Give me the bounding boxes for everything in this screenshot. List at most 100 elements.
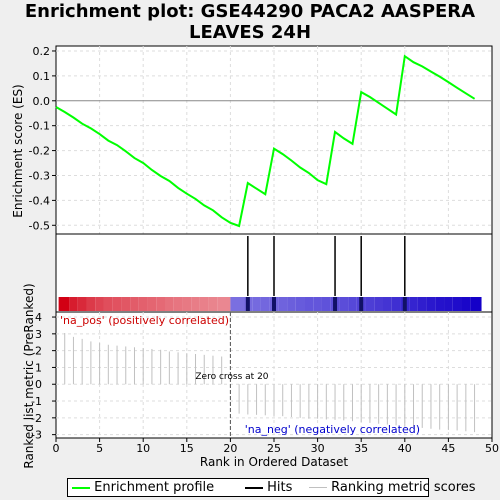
x-tick-label: 30 bbox=[311, 442, 325, 455]
strip-cell bbox=[208, 297, 218, 311]
strip-cell bbox=[278, 297, 288, 311]
zero-cross-annotation: Zero cross at 20 bbox=[195, 372, 268, 382]
enrichment-profile-swatch bbox=[72, 486, 90, 489]
strip-cell bbox=[230, 297, 244, 311]
x-axis-label: Rank in Ordered Dataset bbox=[200, 455, 348, 469]
strip-cell bbox=[217, 297, 231, 311]
es-panel: 0.2 0.1 0.0 -0.1 -0.2 -0.3 -0.4 -0.5 Enrichment… bbox=[11, 45, 493, 235]
legend-item-enrichment-profile: Enrichment profile bbox=[72, 479, 214, 496]
x-axis: 0 5 10 15 20 25 30 35 40 45 50 bbox=[53, 438, 499, 455]
legend-item-ranking-metric: Ranking metric scores bbox=[309, 479, 476, 496]
x-tick-label: 35 bbox=[354, 442, 368, 455]
strip-cell bbox=[287, 297, 296, 311]
strip-cell bbox=[173, 297, 183, 311]
es-y-tick-label: -0.5 bbox=[29, 219, 50, 232]
strip-cell bbox=[86, 297, 96, 311]
x-tick-label: 50 bbox=[485, 442, 499, 455]
strip-cell bbox=[191, 297, 200, 311]
ranking-y-tick-label: -3 bbox=[31, 429, 42, 442]
x-tick-label: 20 bbox=[223, 442, 237, 455]
ranked-list-color-strip bbox=[58, 297, 482, 311]
es-plot-area bbox=[55, 45, 493, 235]
x-tick-label: 0 bbox=[53, 442, 60, 455]
strip-cell bbox=[295, 297, 305, 311]
es-y-tick-label: -0.2 bbox=[29, 145, 50, 158]
legend: Enrichment profile Hits Ranking metric s… bbox=[67, 478, 476, 497]
strip-cell bbox=[374, 297, 383, 311]
strip-cell bbox=[391, 297, 401, 311]
strip-cell bbox=[426, 297, 436, 311]
es-y-axis: 0.2 0.1 0.0 -0.1 -0.2 -0.3 -0.4 -0.5 bbox=[29, 45, 56, 232]
strip-cell bbox=[452, 297, 462, 311]
ranking-y-tick-label: -2 bbox=[31, 412, 42, 425]
ranking-y-tick-label: -1 bbox=[31, 395, 42, 408]
strip-cell bbox=[461, 297, 471, 311]
x-tick-label: 40 bbox=[398, 442, 412, 455]
strip-cell bbox=[260, 297, 270, 311]
ranking-y-tick-label: 4 bbox=[35, 311, 42, 324]
ranking-y-tick-label: 3 bbox=[35, 328, 42, 341]
strip-cell bbox=[156, 297, 165, 311]
strip-cell bbox=[130, 297, 139, 311]
es-y-axis-label: Enrichment score (ES) bbox=[11, 84, 25, 217]
strip-cell bbox=[313, 297, 322, 311]
x-tick-label: 15 bbox=[180, 442, 194, 455]
strip-cell bbox=[321, 297, 331, 311]
ranking-metric-bars bbox=[64, 333, 476, 433]
negative-correlation-label: 'na_neg' (negatively correlated) bbox=[245, 423, 420, 436]
strip-cell bbox=[409, 297, 418, 311]
ranking-y-axis-label: Ranked list metric (PreRanked) bbox=[22, 283, 36, 468]
legend-label-enrichment-profile: Enrichment profile bbox=[94, 480, 215, 495]
ranking-panel: Zero cross at 20 'na_pos' (positively co… bbox=[22, 283, 499, 469]
strip-cell bbox=[165, 297, 174, 311]
positive-correlation-label: 'na_pos' (positively correlated) bbox=[60, 314, 229, 327]
hits-swatch bbox=[245, 486, 263, 489]
strip-cell bbox=[383, 297, 392, 311]
strip-cell bbox=[417, 297, 427, 311]
strip-cell bbox=[339, 297, 349, 311]
strip-cell bbox=[112, 297, 122, 311]
strip-cell bbox=[103, 297, 113, 311]
legend-label-hits: Hits bbox=[267, 480, 293, 495]
hits-panel bbox=[55, 233, 493, 313]
strip-cell bbox=[182, 297, 192, 311]
strip-cell bbox=[470, 297, 482, 311]
x-tick-label: 5 bbox=[96, 442, 103, 455]
strip-cell bbox=[147, 297, 157, 311]
hit-lines bbox=[247, 236, 406, 296]
strip-cell bbox=[58, 297, 70, 311]
strip-hit-mark bbox=[272, 297, 276, 311]
strip-cell bbox=[77, 297, 87, 311]
strip-cell bbox=[304, 297, 314, 311]
strip-hit-mark bbox=[245, 297, 250, 311]
ranking-y-axis: 4 3 2 1 0 -1 -2 -3 bbox=[31, 311, 56, 442]
strip-cell bbox=[252, 297, 261, 311]
strip-cell bbox=[348, 297, 357, 311]
ranking-y-tick-label: 0 bbox=[35, 378, 42, 391]
strip-cell bbox=[69, 297, 78, 311]
enrichment-profile-line bbox=[55, 54, 476, 228]
es-y-tick-label: -0.4 bbox=[29, 194, 50, 207]
strip-cell bbox=[95, 297, 104, 311]
x-tick-label: 45 bbox=[441, 442, 455, 455]
strip-cell bbox=[444, 297, 453, 311]
legend-label-ranking-metric: Ranking metric scores bbox=[331, 480, 476, 495]
ranking-metric-swatch bbox=[309, 487, 327, 488]
x-tick-label: 25 bbox=[267, 442, 281, 455]
strip-hit-mark bbox=[402, 297, 407, 311]
ranking-y-tick-label: 2 bbox=[35, 345, 42, 358]
es-y-tick-label: 0.2 bbox=[33, 45, 51, 58]
x-tick-label: 10 bbox=[136, 442, 150, 455]
strip-cell bbox=[365, 297, 375, 311]
strip-cell bbox=[199, 297, 209, 311]
ranking-y-tick-label: 1 bbox=[35, 361, 42, 374]
strip-cell bbox=[138, 297, 148, 311]
es-y-tick-label: 0.0 bbox=[33, 95, 51, 108]
strip-hit-mark bbox=[359, 297, 364, 311]
legend-item-hits: Hits bbox=[245, 479, 292, 496]
strip-hit-mark bbox=[333, 297, 338, 311]
strip-cell bbox=[435, 297, 445, 311]
es-y-tick-label: -0.1 bbox=[29, 120, 50, 133]
chart-title: Enrichment plot: GSE44290 PACA2 AASPERA … bbox=[24, 1, 476, 43]
